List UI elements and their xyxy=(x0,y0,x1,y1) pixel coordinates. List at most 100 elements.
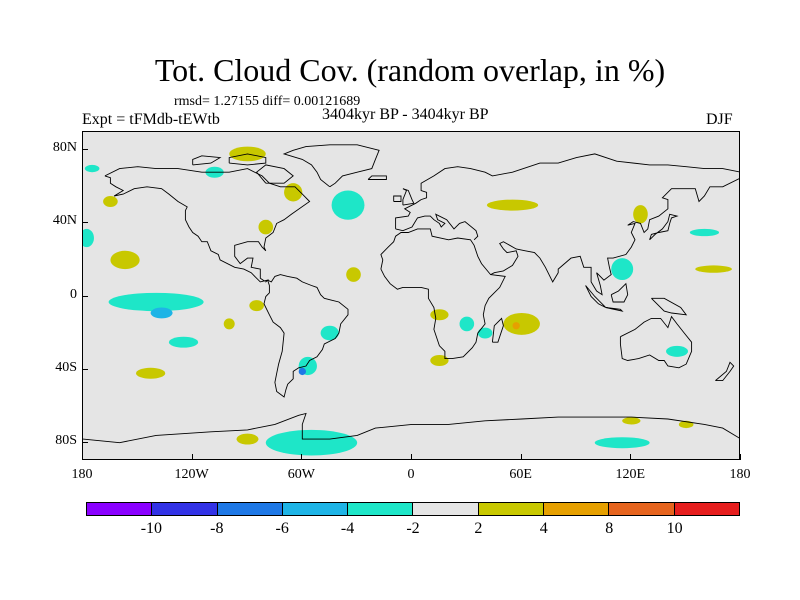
anomaly-patch xyxy=(320,325,339,341)
experiment-label: Expt = tFMdb-tEWtb xyxy=(82,111,220,128)
coastline xyxy=(228,153,267,166)
anomaly-patch xyxy=(594,437,650,449)
coastline xyxy=(491,317,504,343)
anomaly-patch xyxy=(258,219,274,235)
anomaly-patch xyxy=(108,292,204,312)
anomaly-patch xyxy=(284,183,303,202)
lon-tick-mark xyxy=(630,454,632,460)
anomaly-patch xyxy=(689,228,720,237)
lon-tick-mark xyxy=(191,454,193,460)
coastline xyxy=(393,195,402,202)
colorbar-box xyxy=(544,503,610,515)
colorbar-label: 8 xyxy=(605,520,614,537)
coastline xyxy=(490,178,739,296)
lon-tick-label: 120W xyxy=(174,467,209,482)
lat-tick-mark xyxy=(82,368,88,370)
coastline xyxy=(367,175,387,180)
lon-tick-mark xyxy=(740,454,741,460)
map-plot-area xyxy=(82,131,740,460)
anomaly-patch xyxy=(611,258,634,281)
lon-tick-mark xyxy=(520,454,522,460)
colorbar-box xyxy=(348,503,414,515)
lat-tick-label: 80S xyxy=(55,432,77,448)
lon-tick-label: 180 xyxy=(71,467,93,482)
anomaly-patch xyxy=(265,429,358,456)
colorbar-box xyxy=(152,503,218,515)
coastlines xyxy=(83,144,739,444)
cloud-anomaly-patches xyxy=(83,146,732,456)
colorbar-box xyxy=(413,503,479,515)
lat-tick-label: 40N xyxy=(52,213,77,229)
anomaly-patch xyxy=(477,327,493,339)
coastline xyxy=(649,213,679,241)
colorbar-box xyxy=(217,503,283,515)
anomaly-patch xyxy=(503,312,540,335)
lat-tick-mark xyxy=(82,222,88,224)
lat-tick-label: 80N xyxy=(52,140,77,156)
colorbar-box xyxy=(674,503,739,515)
colorbar xyxy=(86,502,740,516)
colorbar-box xyxy=(87,503,153,515)
colorbar-label: -6 xyxy=(275,520,289,537)
anomaly-patch xyxy=(136,367,166,379)
colorbar-label: 2 xyxy=(474,520,483,537)
coastline xyxy=(395,213,479,241)
anomaly-patch xyxy=(512,322,520,330)
anomaly-patch xyxy=(430,309,449,321)
coastline xyxy=(715,361,735,382)
coastline xyxy=(395,153,739,229)
anomaly-patch xyxy=(331,190,365,220)
coastline xyxy=(619,315,693,369)
coastline xyxy=(282,144,380,188)
anomaly-patch xyxy=(633,205,648,224)
anomaly-patch xyxy=(150,307,173,319)
anomaly-patch xyxy=(666,345,688,357)
map-svg xyxy=(83,144,739,456)
anomaly-patch xyxy=(486,199,539,211)
stats-label: rmsd= 1.27155 diff= 0.00121689 xyxy=(174,94,361,109)
lon-tick-mark xyxy=(411,454,412,460)
anomaly-patch xyxy=(83,228,94,248)
colorbar-label: -2 xyxy=(406,520,420,537)
colorbar-box xyxy=(282,503,349,515)
anomaly-patch xyxy=(103,195,118,207)
coastline xyxy=(610,282,629,303)
anomaly-patch xyxy=(346,267,361,282)
lon-tick-mark xyxy=(82,454,83,460)
coastline xyxy=(605,307,624,312)
lon-tick-label: 60W xyxy=(287,467,315,482)
anomaly-patch xyxy=(459,316,475,332)
colorbar-label: 10 xyxy=(666,520,683,537)
colorbar-label: 4 xyxy=(539,520,548,537)
coastline xyxy=(83,412,739,444)
lon-tick-label: 180 xyxy=(729,467,751,482)
lat-tick-mark xyxy=(82,295,88,297)
coastline xyxy=(192,155,222,166)
colorbar-label: -10 xyxy=(140,520,163,537)
coastline xyxy=(380,228,506,360)
lon-tick-label: 120E xyxy=(615,467,646,482)
anomaly-patch xyxy=(84,164,100,173)
coastline xyxy=(402,188,415,206)
lon-tick-mark xyxy=(301,454,303,460)
lon-tick-label: 0 xyxy=(407,467,415,482)
anomaly-patch xyxy=(110,250,140,270)
lat-tick-mark xyxy=(82,149,88,151)
anomaly-patch xyxy=(695,265,732,273)
anomaly-patch xyxy=(223,318,235,330)
colorbar-label: -4 xyxy=(340,520,355,537)
coastline xyxy=(255,164,294,184)
anomaly-patch xyxy=(236,433,259,445)
page-title: Tot. Cloud Cov. (random overlap, in %) xyxy=(154,52,666,88)
period-label: 3404kyr BP - 3404kyr BP xyxy=(322,106,489,123)
coastline xyxy=(651,297,688,316)
anomaly-patch xyxy=(298,367,306,376)
anomaly-patch xyxy=(430,354,449,366)
anomaly-patch xyxy=(249,300,264,312)
season-label: DJF xyxy=(706,111,733,128)
coastline xyxy=(263,274,349,398)
anomaly-patch xyxy=(168,336,199,348)
colorbar-label: -8 xyxy=(210,520,224,537)
lat-tick-label: 40S xyxy=(55,359,77,375)
colorbar-box xyxy=(478,503,545,515)
